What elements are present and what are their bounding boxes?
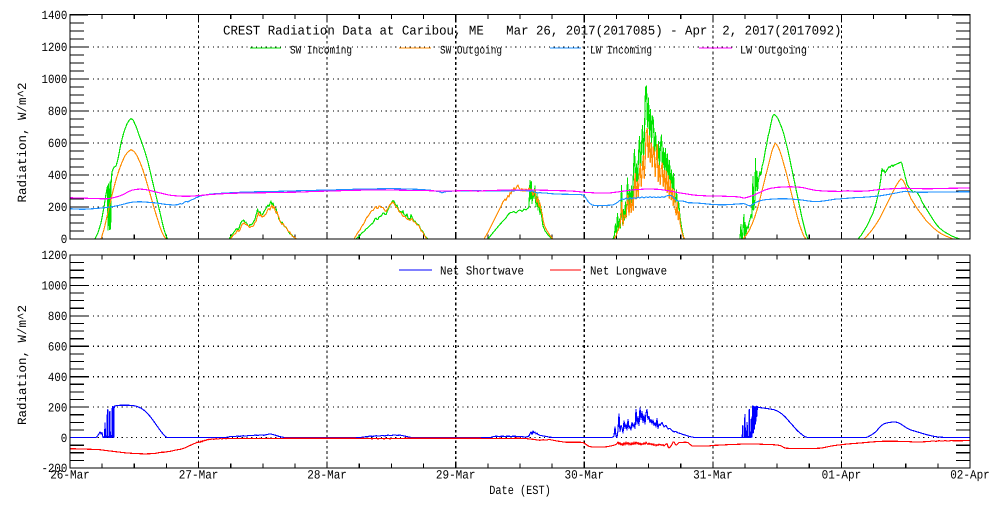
svg-text:-200: -200	[42, 462, 68, 476]
svg-text:Radiation, W/m^2: Radiation, W/m^2	[16, 83, 30, 203]
svg-text:800: 800	[48, 310, 67, 324]
svg-text:1000: 1000	[42, 73, 68, 87]
svg-text:Net Shortwave: Net Shortwave	[440, 265, 524, 279]
svg-text:200: 200	[48, 201, 67, 215]
svg-text:600: 600	[48, 137, 67, 151]
svg-text:Radiation, W/m^2: Radiation, W/m^2	[16, 305, 30, 425]
svg-text:02-Apr: 02-Apr	[950, 469, 990, 483]
svg-text:400: 400	[48, 371, 67, 385]
svg-text:30-Mar: 30-Mar	[565, 469, 605, 483]
svg-text:600: 600	[48, 341, 67, 355]
svg-text:800: 800	[48, 105, 67, 119]
svg-text:LW Incoming: LW Incoming	[590, 45, 652, 58]
svg-text:1200: 1200	[42, 249, 68, 263]
svg-text:01-Apr: 01-Apr	[822, 469, 862, 483]
svg-text:SW Incoming: SW Incoming	[290, 45, 352, 58]
svg-text:0: 0	[61, 233, 68, 247]
svg-text:400: 400	[48, 169, 67, 183]
svg-text:Net Longwave: Net Longwave	[590, 265, 667, 279]
svg-text:0: 0	[61, 432, 68, 446]
svg-text:1400: 1400	[42, 9, 68, 23]
svg-text:31-Mar: 31-Mar	[693, 469, 733, 483]
svg-text:200: 200	[48, 401, 67, 415]
svg-text:26-Mar: 26-Mar	[50, 469, 90, 483]
svg-text:CREST Radiation Data at Caribo: CREST Radiation Data at Caribou, ME Mar …	[223, 24, 842, 39]
svg-text:1000: 1000	[42, 280, 68, 294]
svg-text:Date (EST): Date (EST)	[489, 484, 551, 498]
svg-text:SW Outgoing: SW Outgoing	[440, 45, 502, 58]
svg-text:LW Outgoing: LW Outgoing	[740, 45, 807, 58]
svg-text:29-Mar: 29-Mar	[436, 469, 476, 483]
svg-text:28-Mar: 28-Mar	[307, 469, 347, 483]
svg-text:27-Mar: 27-Mar	[179, 469, 219, 483]
svg-text:1200: 1200	[42, 41, 68, 55]
